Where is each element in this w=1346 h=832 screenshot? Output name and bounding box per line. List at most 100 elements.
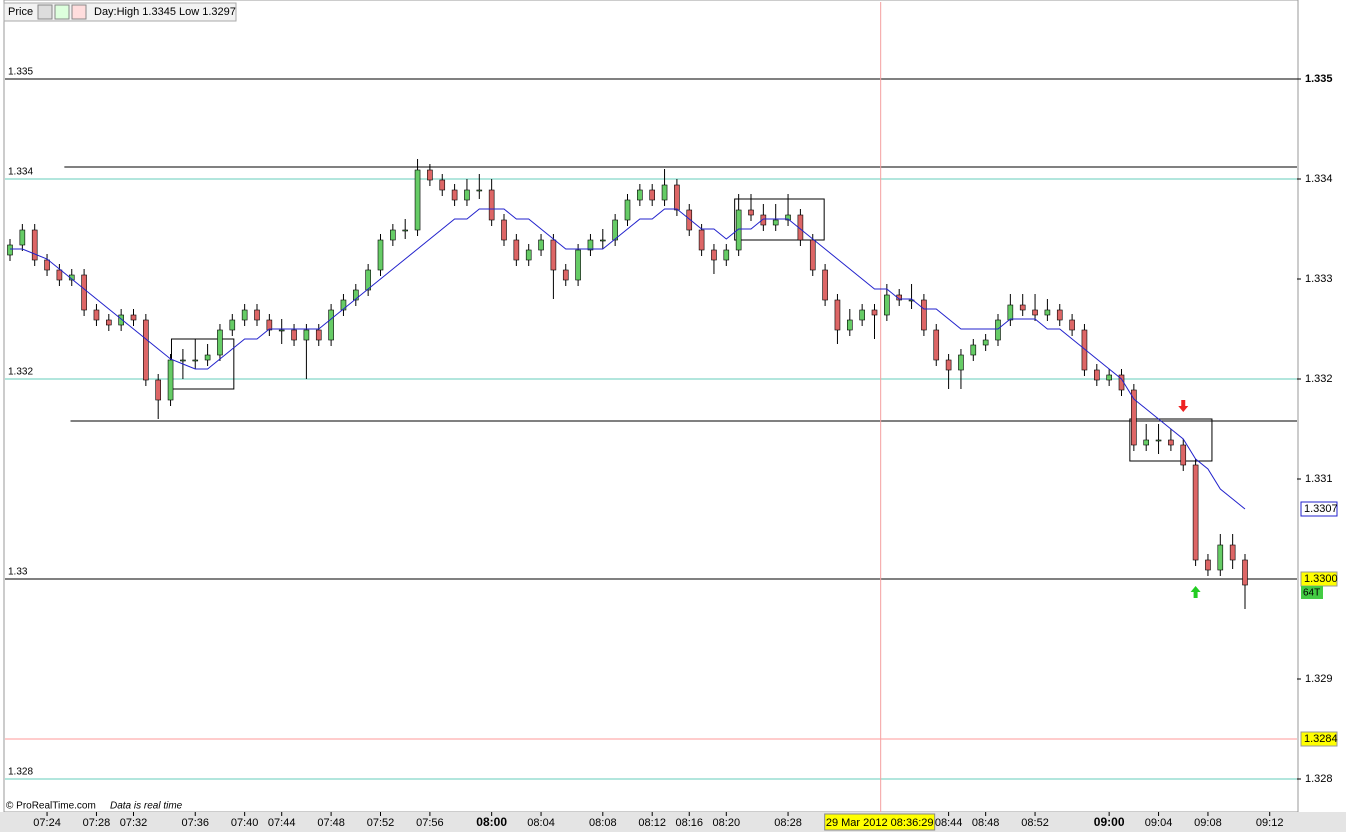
x-tick-label: 08:08 <box>589 817 617 829</box>
candle-body <box>217 329 223 356</box>
candle-body <box>711 249 717 261</box>
candle-body <box>1056 309 1063 321</box>
candle-body <box>846 319 853 331</box>
candle-body <box>822 269 828 301</box>
x-tick-label: 07:36 <box>181 817 209 829</box>
candle-body <box>1192 464 1199 561</box>
candle-body <box>167 359 174 401</box>
candle-body <box>31 229 38 261</box>
x-tick-label: 07:40 <box>231 817 259 829</box>
x-tick-label: 08:52 <box>1021 817 1049 829</box>
candle-body <box>204 354 211 361</box>
candle-body <box>1168 439 1174 446</box>
candle-body <box>809 239 816 271</box>
x-tick-label: 09:12 <box>1256 817 1284 829</box>
candle-body <box>1019 304 1026 311</box>
candle-body <box>884 294 890 316</box>
candle-body <box>315 329 322 341</box>
candle-body <box>871 309 878 316</box>
candle-body <box>340 299 347 311</box>
x-tick-label: 07:28 <box>83 817 111 829</box>
candle-body <box>488 189 495 221</box>
candle-body <box>958 354 964 371</box>
candle-body <box>1205 559 1211 571</box>
x-tick-label: 08:20 <box>713 817 741 829</box>
candle-body <box>1229 544 1236 561</box>
x-tick-label: 07:56 <box>416 817 444 829</box>
candle-body <box>180 359 186 362</box>
candle-body <box>7 244 13 256</box>
candle-body <box>1081 329 1088 371</box>
candle-body <box>575 249 581 281</box>
x-axis-bar <box>0 812 1346 832</box>
candle-body <box>587 239 594 251</box>
x-tick-label: 08:48 <box>972 817 1000 829</box>
candle-body <box>328 309 334 341</box>
candle-body <box>1044 309 1051 316</box>
candle-body <box>291 329 297 341</box>
signal-arrow <box>1178 400 1189 412</box>
price-marker-label: 1.3300 <box>1304 573 1338 585</box>
candle-body <box>254 309 260 321</box>
candle-body <box>56 269 63 281</box>
price-marker <box>1300 501 1338 517</box>
candle-body <box>995 319 1001 341</box>
chart-title: Price <box>8 6 33 18</box>
candle-body <box>241 309 248 321</box>
candle-body <box>1143 439 1149 446</box>
candle-body <box>686 209 693 231</box>
candle-body <box>278 329 285 332</box>
x-tick-label: 08:00 <box>476 815 507 829</box>
candle-body <box>637 189 643 201</box>
y-tick-label: 1.332 <box>1305 373 1333 385</box>
candle-body <box>130 314 137 321</box>
left-level-label: 1.334 <box>8 167 33 178</box>
x-tick-label: 08:16 <box>675 817 703 829</box>
candle-body <box>859 309 865 321</box>
y-tick-label: 1.331 <box>1305 473 1333 485</box>
candle-body <box>921 299 927 331</box>
moving-average <box>10 208 1246 510</box>
candle-body <box>44 259 50 271</box>
y-tick-label: 1.329 <box>1305 673 1333 685</box>
candle-body <box>192 359 199 362</box>
buy-icon[interactable] <box>54 4 70 20</box>
candle-body <box>439 179 446 191</box>
candle-body <box>748 209 754 216</box>
candle-body <box>402 229 409 232</box>
candle-body <box>427 169 433 181</box>
candle-body <box>93 309 100 321</box>
candle-body <box>414 169 421 231</box>
settings-icon[interactable] <box>37 4 53 20</box>
sell-icon[interactable] <box>71 4 87 20</box>
candle-body <box>945 359 952 371</box>
candle-body <box>106 319 112 326</box>
candle-body <box>649 189 656 201</box>
candle-body <box>970 344 977 356</box>
candle-body <box>562 269 569 281</box>
candle-body <box>266 319 273 331</box>
y-tick-label: 1.333 <box>1305 273 1333 285</box>
candle-body <box>1131 389 1137 446</box>
candle-body <box>612 219 618 241</box>
candle-body <box>513 239 520 261</box>
candle-body <box>303 329 310 341</box>
candle-body <box>155 379 161 401</box>
price-marker-label: 1.3284 <box>1304 733 1338 745</box>
candle-body <box>81 274 87 311</box>
x-tick-label: 07:44 <box>268 817 296 829</box>
footer: © ProRealTime.com <box>6 801 96 812</box>
candle-body <box>525 249 532 261</box>
candle-body <box>834 299 841 331</box>
y-tick-label: 1.335 <box>1305 73 1333 85</box>
candle-body <box>1180 444 1187 466</box>
candle-body <box>1069 319 1075 331</box>
candle-body <box>698 229 705 251</box>
candle-body <box>352 289 359 301</box>
candle-body <box>1155 439 1162 442</box>
candle-body <box>760 214 767 226</box>
signal-arrow <box>1190 586 1201 598</box>
candle-body <box>674 184 680 211</box>
